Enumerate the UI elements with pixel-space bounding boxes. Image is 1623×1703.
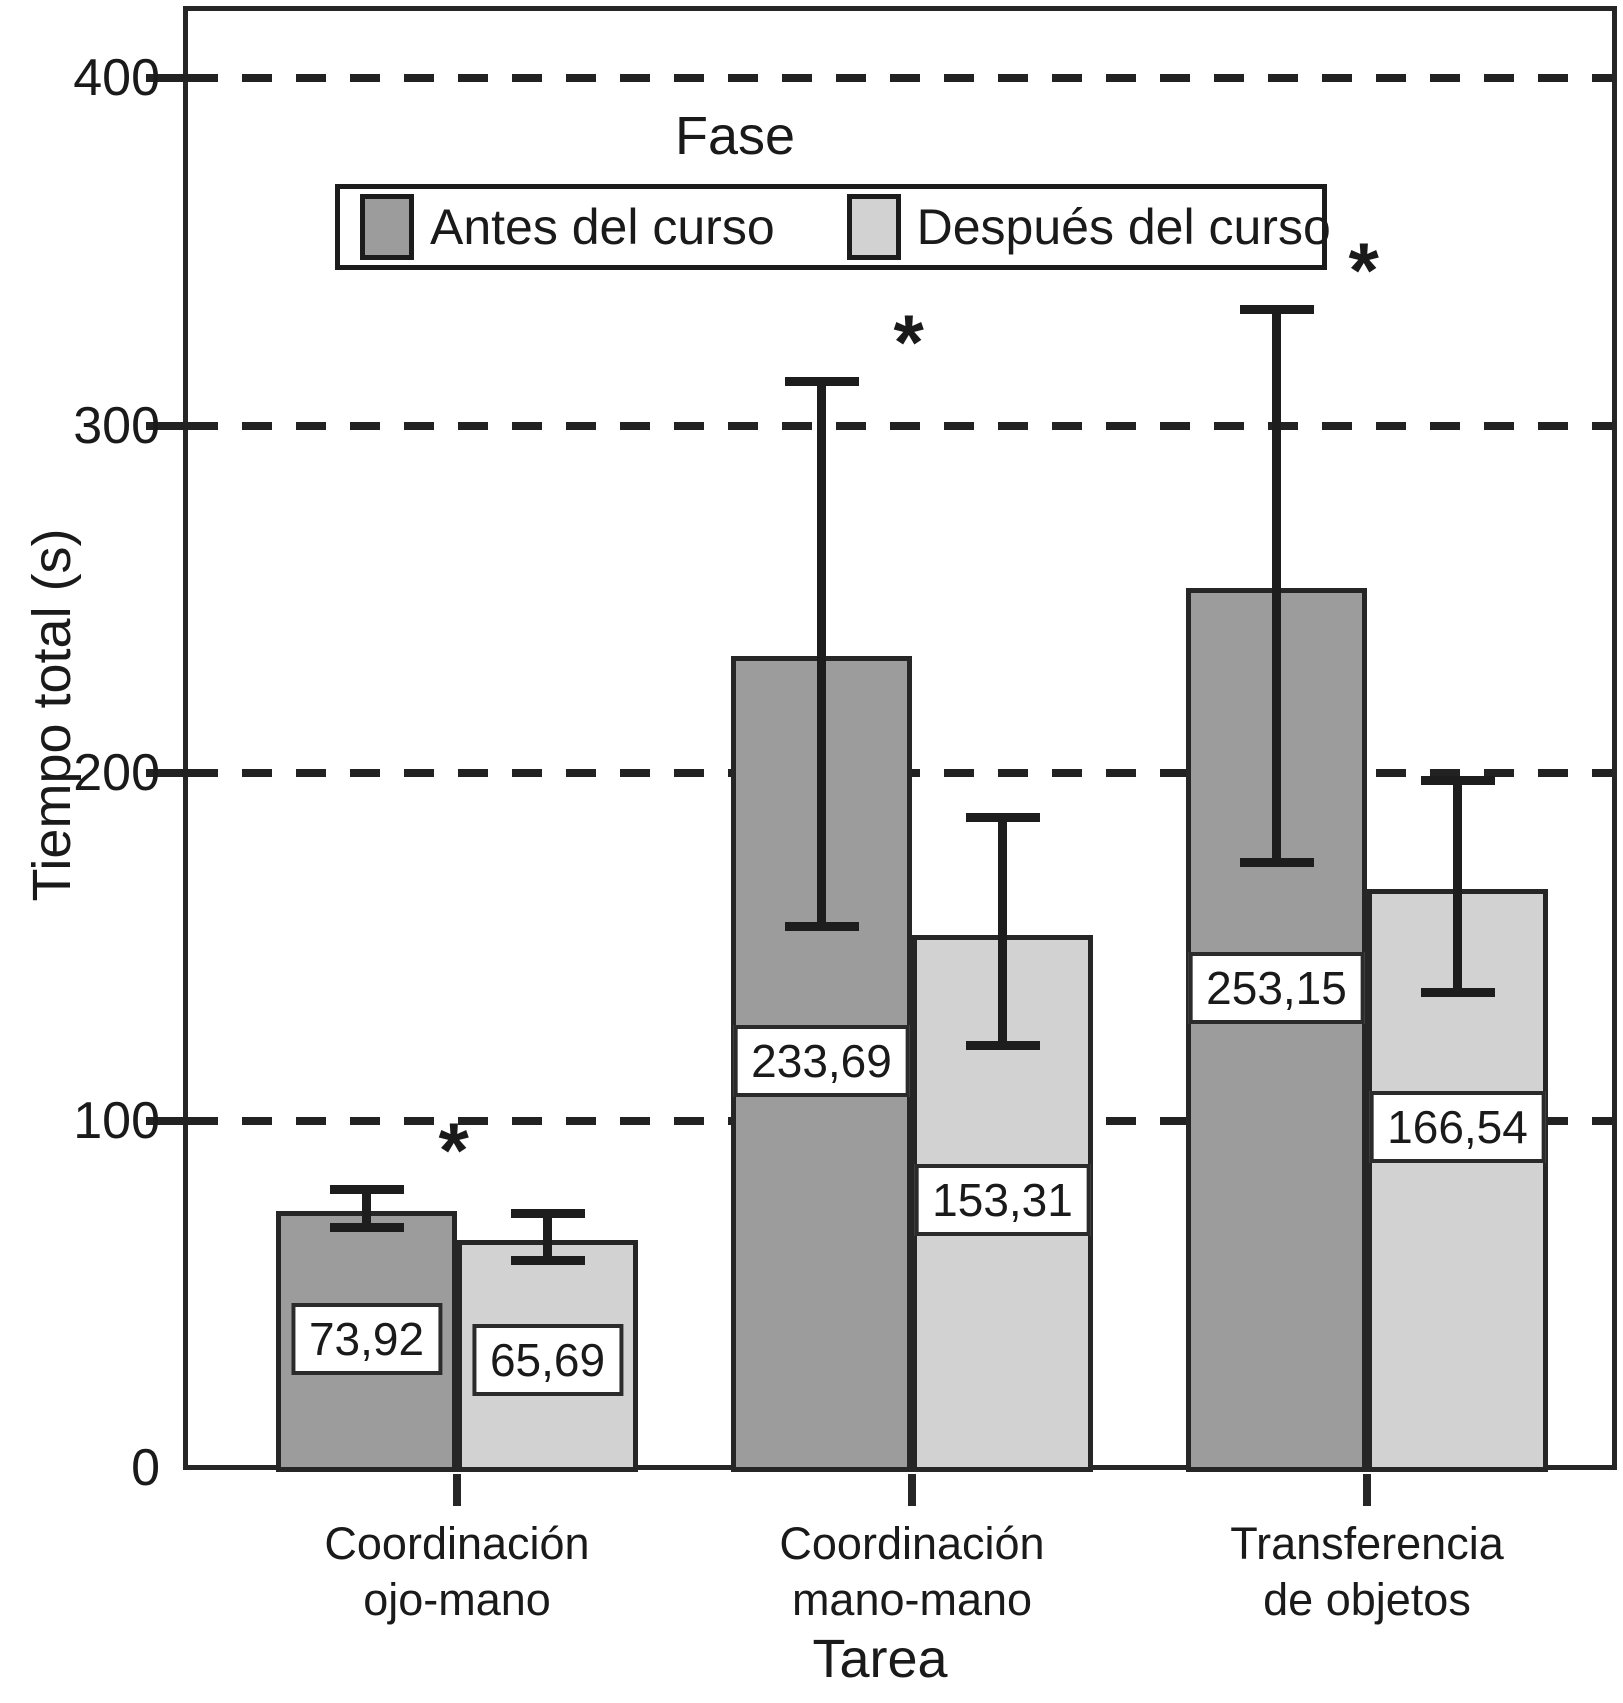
category-label-line: Coordinación: [324, 1518, 590, 1569]
category-label-3: Transferencia de objetos: [1157, 1516, 1577, 1628]
category-label-line: de objetos: [1263, 1574, 1471, 1625]
error-bar-top-cap: [510, 1208, 585, 1218]
gridline-300: [188, 421, 1612, 430]
x-axis-tick-2: [908, 1474, 916, 1506]
category-label-line: mano-mano: [791, 1574, 1033, 1625]
value-label-box: 233,69: [733, 1025, 910, 1098]
error-bar-top-cap: [1420, 775, 1495, 785]
y-tick-label-0: 0: [131, 1439, 160, 1497]
significance-asterisk: *: [438, 1105, 469, 1194]
error-bar-bottom-cap: [329, 1222, 404, 1232]
significance-asterisk: *: [893, 298, 924, 387]
y-tick-label-100: 100: [73, 1091, 160, 1150]
y-axis-tick-300: [146, 421, 188, 430]
category-label-line: Coordinación: [779, 1518, 1045, 1569]
value-label-box: 153,31: [914, 1164, 1091, 1237]
error-bar-top-cap: [965, 812, 1040, 822]
x-axis-title: Tarea: [812, 1629, 948, 1689]
error-bar-line: [543, 1212, 552, 1260]
error-bar-top-cap: [1239, 305, 1314, 315]
y-axis-title: Tiempo total (s): [22, 528, 82, 902]
y-axis-tick-400: [146, 74, 188, 82]
error-bar-bottom-cap: [965, 1041, 1040, 1051]
category-label-line: ojo-mano: [363, 1574, 551, 1625]
error-bar-line: [1453, 779, 1462, 993]
error-bar-line: [1272, 309, 1281, 862]
y-axis-tick-100: [146, 1116, 188, 1125]
value-label-box: 253,15: [1188, 952, 1365, 1025]
y-tick-label-300: 300: [73, 396, 160, 455]
legend-item-antes: Antes del curso: [360, 194, 775, 260]
y-tick-label-400: 400: [73, 49, 160, 107]
gridline-400: [188, 74, 1612, 82]
error-bar-line: [998, 816, 1007, 1046]
legend-item-despues: Después del curso: [846, 194, 1331, 260]
category-label-line: Transferencia: [1230, 1518, 1504, 1569]
legend-swatch-despues-icon: [846, 194, 901, 260]
y-tick-label-200: 200: [73, 744, 160, 802]
error-bar-bottom-cap: [510, 1255, 585, 1265]
legend: Antes del curso Después del curso: [335, 184, 1331, 270]
value-label-box: 166,54: [1369, 1091, 1546, 1164]
significance-asterisk: *: [1348, 226, 1379, 315]
error-bar-bottom-cap: [784, 922, 859, 932]
error-bar-bottom-cap: [1239, 857, 1314, 867]
legend-label-antes: Antes del curso: [430, 199, 775, 255]
value-label-box: 65,69: [471, 1324, 624, 1397]
error-bar-line: [362, 1188, 371, 1227]
y-axis-tick-200: [146, 769, 188, 777]
error-bar-line: [817, 381, 826, 927]
legend-label-despues: Después del curso: [916, 199, 1331, 255]
error-bar-top-cap: [329, 1184, 404, 1194]
category-label-2: Coordinación mano-mano: [702, 1516, 1122, 1628]
category-label-1: Coordinación ojo-mano: [247, 1516, 667, 1628]
x-axis-tick-1: [453, 1474, 461, 1506]
legend-title: Fase: [674, 106, 796, 166]
error-bar-bottom-cap: [1420, 988, 1495, 998]
error-bar-top-cap: [784, 377, 859, 387]
value-label-box: 73,92: [290, 1303, 443, 1376]
x-axis-tick-3: [1363, 1474, 1371, 1506]
legend-swatch-antes-icon: [360, 194, 414, 260]
